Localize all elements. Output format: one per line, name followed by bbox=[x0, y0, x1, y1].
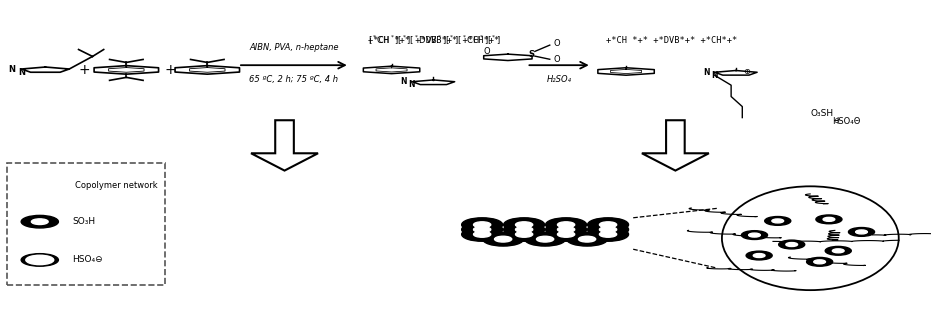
Text: N: N bbox=[401, 77, 407, 86]
Circle shape bbox=[515, 231, 533, 237]
Circle shape bbox=[747, 251, 773, 260]
Text: S: S bbox=[528, 50, 534, 59]
Circle shape bbox=[503, 222, 544, 236]
Text: $\mathsf{[{^*}CH{^*}][{^*}][{^*}DVB{^*}][{^*}][{^*}CH{^*}][{^*}]}$: $\mathsf{[{^*}CH{^*}][{^*}][{^*}DVB{^*}]… bbox=[368, 33, 501, 46]
Circle shape bbox=[848, 228, 874, 236]
Circle shape bbox=[765, 216, 790, 225]
Circle shape bbox=[537, 236, 554, 242]
Text: H₂SO₄: H₂SO₄ bbox=[546, 75, 571, 84]
Circle shape bbox=[32, 219, 48, 224]
Text: ⊕: ⊕ bbox=[744, 68, 750, 76]
Circle shape bbox=[473, 227, 491, 233]
Text: +*CH *+* +*DVB*+* +*CH*+*: +*CH *+* +*DVB*+* +*CH*+* bbox=[606, 35, 737, 45]
Circle shape bbox=[503, 218, 544, 232]
Text: AIBN, PVA, n-heptane: AIBN, PVA, n-heptane bbox=[249, 43, 338, 52]
Text: N: N bbox=[18, 68, 25, 77]
Circle shape bbox=[748, 233, 761, 237]
Circle shape bbox=[567, 232, 608, 246]
Text: +: + bbox=[164, 63, 176, 77]
Circle shape bbox=[599, 227, 617, 233]
Circle shape bbox=[515, 222, 533, 228]
Circle shape bbox=[599, 222, 617, 228]
Text: HSO₄Θ: HSO₄Θ bbox=[831, 117, 860, 126]
Circle shape bbox=[753, 253, 765, 258]
Text: HSO₄⊖: HSO₄⊖ bbox=[73, 255, 103, 264]
Circle shape bbox=[832, 249, 844, 253]
Text: O₃SH: O₃SH bbox=[810, 109, 833, 118]
Circle shape bbox=[461, 222, 502, 236]
Text: O: O bbox=[483, 47, 490, 56]
Circle shape bbox=[557, 231, 575, 237]
Circle shape bbox=[21, 254, 59, 266]
Text: N: N bbox=[8, 64, 16, 74]
Circle shape bbox=[599, 231, 617, 237]
Circle shape bbox=[806, 258, 832, 266]
Circle shape bbox=[816, 215, 842, 224]
Text: Copolymer network: Copolymer network bbox=[75, 181, 158, 190]
Circle shape bbox=[557, 227, 575, 233]
Circle shape bbox=[786, 243, 798, 246]
Circle shape bbox=[545, 218, 586, 232]
Circle shape bbox=[461, 228, 502, 241]
Circle shape bbox=[525, 232, 566, 246]
Circle shape bbox=[778, 240, 804, 249]
Circle shape bbox=[772, 219, 784, 223]
Circle shape bbox=[825, 246, 851, 255]
Circle shape bbox=[823, 217, 835, 221]
Circle shape bbox=[587, 222, 628, 236]
Text: O: O bbox=[554, 39, 560, 48]
Circle shape bbox=[503, 228, 544, 241]
Circle shape bbox=[495, 236, 512, 242]
Circle shape bbox=[461, 218, 502, 232]
Circle shape bbox=[742, 231, 768, 240]
Circle shape bbox=[856, 230, 868, 234]
Circle shape bbox=[473, 222, 491, 228]
Circle shape bbox=[545, 222, 586, 236]
Text: 65 ºC, 2 h; 75 ºC, 4 h: 65 ºC, 2 h; 75 ºC, 4 h bbox=[250, 75, 338, 84]
Circle shape bbox=[473, 231, 491, 237]
Circle shape bbox=[579, 236, 596, 242]
Ellipse shape bbox=[722, 186, 898, 290]
Circle shape bbox=[557, 222, 575, 228]
Text: N: N bbox=[703, 68, 709, 77]
Circle shape bbox=[26, 255, 54, 265]
Circle shape bbox=[483, 232, 524, 246]
Circle shape bbox=[814, 260, 826, 264]
Text: SO₃H: SO₃H bbox=[73, 217, 95, 226]
Text: +*CH *+* +*DVB*+* +*CH*+*: +*CH *+* +*DVB*+* +*CH*+* bbox=[368, 35, 500, 45]
Circle shape bbox=[515, 227, 533, 233]
Circle shape bbox=[21, 216, 59, 228]
Text: +: + bbox=[78, 63, 90, 77]
Text: O: O bbox=[554, 55, 560, 64]
Circle shape bbox=[587, 228, 628, 241]
Circle shape bbox=[587, 218, 628, 232]
Text: N: N bbox=[408, 80, 415, 89]
Text: ⊖: ⊖ bbox=[833, 118, 840, 124]
Circle shape bbox=[545, 228, 586, 241]
Text: N: N bbox=[711, 71, 718, 80]
FancyBboxPatch shape bbox=[7, 163, 165, 285]
